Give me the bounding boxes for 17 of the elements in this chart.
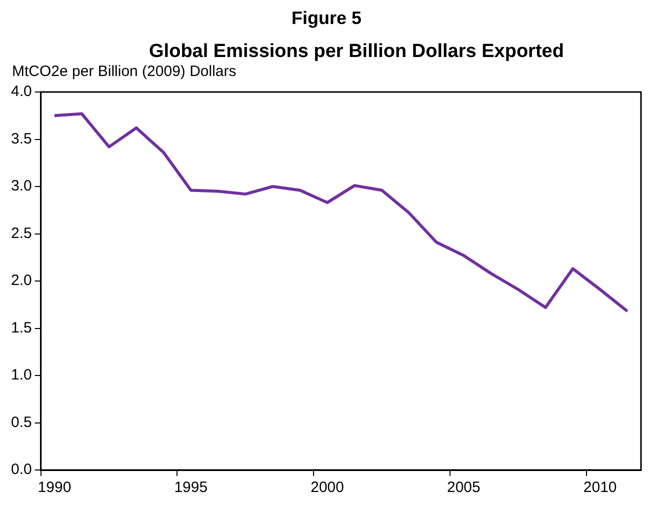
x-tick-label: 2005: [446, 479, 480, 496]
y-tick-label: 2.5: [10, 224, 32, 242]
y-tick-label: 0.0: [10, 461, 32, 478]
y-tick-label: 1.0: [10, 366, 32, 384]
chart-subtitle: Global Emissions per Billion Dollars Exported: [148, 41, 565, 63]
y-tick-label: 3.5: [10, 130, 32, 148]
x-tick-label: 2000: [310, 479, 344, 496]
y-tick-label: 4.0: [10, 83, 32, 100]
y-tick-label: 2.0: [10, 272, 32, 290]
x-tick-label: 1995: [174, 479, 208, 496]
x-tick-label: 2010: [583, 479, 617, 496]
y-tick-label: 3.0: [10, 178, 32, 195]
y-tick-label: 0.5: [10, 414, 32, 431]
chart-title: Figure 5: [290, 8, 362, 29]
x-tick-label: 1990: [38, 479, 72, 496]
y-tick-label: 1.5: [10, 319, 32, 336]
y-axis-title: MtCO2e per Billion (2009) Dollars: [12, 63, 238, 80]
